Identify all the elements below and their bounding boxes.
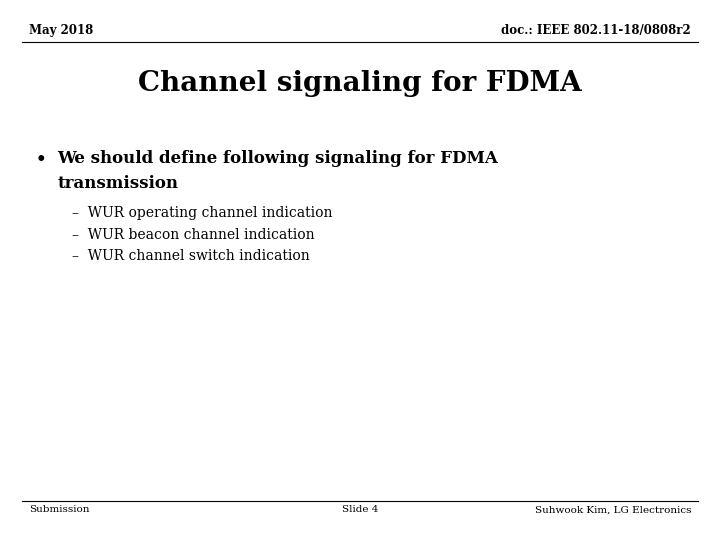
Text: Submission: Submission — [29, 505, 89, 515]
Text: We should define following signaling for FDMA: We should define following signaling for… — [58, 150, 498, 167]
Text: doc.: IEEE 802.11-18/0808r2: doc.: IEEE 802.11-18/0808r2 — [501, 24, 691, 37]
Text: •: • — [36, 151, 47, 168]
Text: transmission: transmission — [58, 176, 179, 192]
Text: Suhwook Kim, LG Electronics: Suhwook Kim, LG Electronics — [535, 505, 691, 515]
Text: –  WUR channel switch indication: – WUR channel switch indication — [72, 249, 310, 264]
Text: Slide 4: Slide 4 — [342, 505, 378, 515]
Text: Channel signaling for FDMA: Channel signaling for FDMA — [138, 70, 582, 97]
Text: –  WUR beacon channel indication: – WUR beacon channel indication — [72, 228, 315, 242]
Text: May 2018: May 2018 — [29, 24, 93, 37]
Text: –  WUR operating channel indication: – WUR operating channel indication — [72, 206, 333, 220]
